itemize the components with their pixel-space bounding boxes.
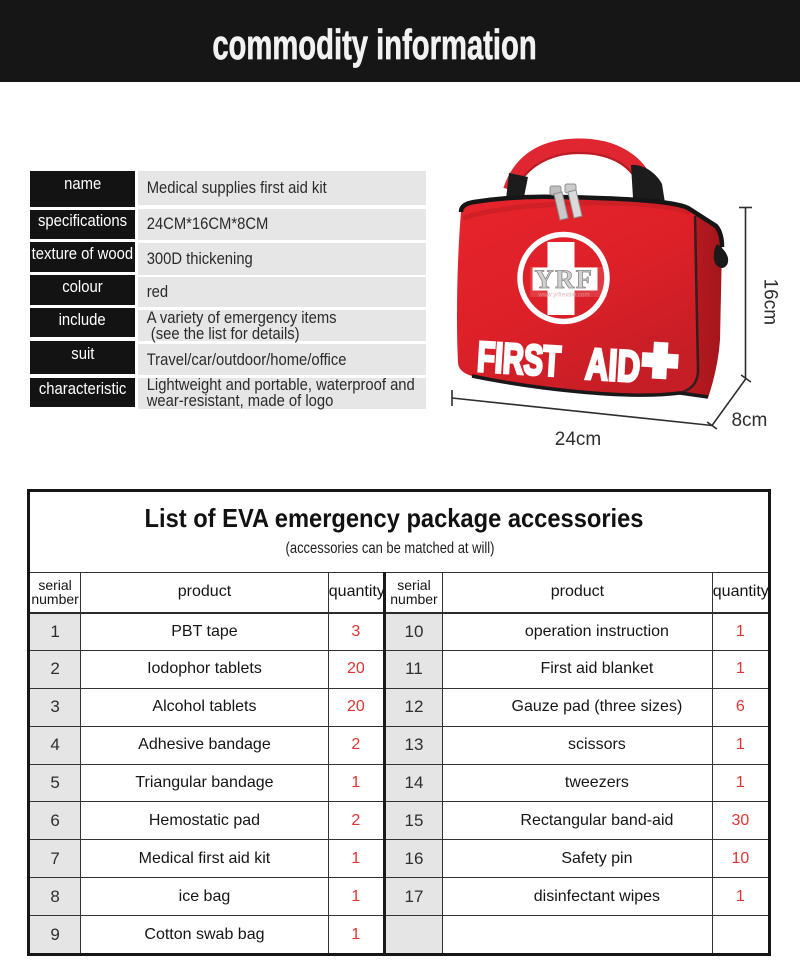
svg-text:www.yrftextile.com: www.yrftextile.com: [537, 292, 589, 299]
svg-text:YRF: YRF: [535, 264, 594, 294]
svg-text:AID: AID: [584, 340, 641, 393]
svg-text:8cm: 8cm: [731, 410, 767, 431]
svg-text:24cm: 24cm: [555, 429, 601, 450]
svg-text:16cm: 16cm: [760, 279, 781, 325]
svg-text:FIRST: FIRST: [476, 332, 562, 385]
